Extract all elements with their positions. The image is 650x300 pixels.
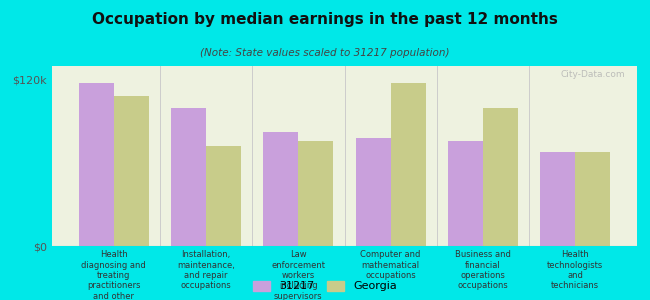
Legend: 31217, Georgia: 31217, Georgia [254, 281, 396, 291]
Bar [448, 141, 483, 246]
Bar [206, 146, 241, 246]
Bar [540, 152, 575, 246]
Bar [171, 107, 206, 246]
Bar [263, 133, 298, 246]
Bar [114, 97, 149, 246]
Bar [79, 82, 114, 246]
Text: Occupation by median earnings in the past 12 months: Occupation by median earnings in the pas… [92, 12, 558, 27]
Bar [298, 141, 333, 246]
Text: (Note: State values scaled to 31217 population): (Note: State values scaled to 31217 popu… [200, 48, 450, 58]
Bar [483, 107, 518, 246]
Text: City-Data.com: City-Data.com [561, 70, 625, 79]
Bar [575, 152, 610, 246]
Bar [391, 82, 426, 246]
Bar [356, 138, 391, 246]
